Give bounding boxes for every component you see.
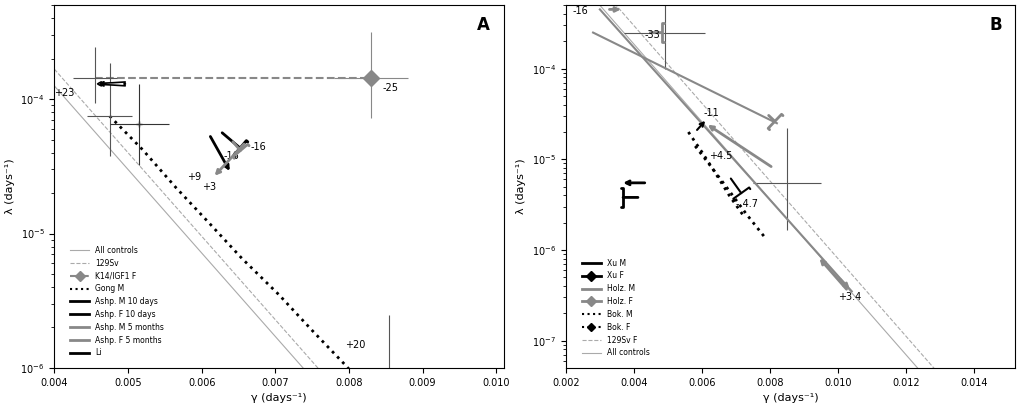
- Text: +9: +9: [186, 172, 201, 182]
- Text: B: B: [988, 16, 1001, 34]
- Text: -25: -25: [382, 83, 397, 93]
- Text: +23: +23: [54, 89, 74, 98]
- Y-axis label: λ (days⁻¹): λ (days⁻¹): [516, 159, 526, 214]
- Text: A: A: [477, 16, 490, 34]
- Text: +3.4: +3.4: [838, 292, 861, 302]
- Text: -11: -11: [703, 108, 718, 118]
- Text: +20: +20: [345, 340, 365, 350]
- Text: -16: -16: [223, 151, 239, 161]
- Text: +3: +3: [202, 182, 216, 192]
- X-axis label: γ (days⁻¹): γ (days⁻¹): [762, 393, 817, 403]
- Text: -16: -16: [250, 142, 266, 152]
- Legend: Xu M, Xu F, Holz. M, Holz. F, Bok. M, Bok. F, 129Sv F, All controls: Xu M, Xu F, Holz. M, Holz. F, Bok. M, Bo…: [578, 255, 652, 360]
- X-axis label: γ (days⁻¹): γ (days⁻¹): [251, 393, 307, 403]
- Y-axis label: λ (days⁻¹): λ (days⁻¹): [5, 159, 15, 214]
- Text: +4.5: +4.5: [708, 151, 732, 161]
- Text: -33: -33: [643, 30, 659, 40]
- Text: - 4.7: - 4.7: [736, 199, 757, 209]
- Legend: All controls, 129Sv, K14/IGF1 F, Gong M, Ashp. M 10 days, Ashp. F 10 days, Ashp.: All controls, 129Sv, K14/IGF1 F, Gong M,…: [67, 243, 167, 360]
- Text: -16: -16: [572, 6, 588, 16]
